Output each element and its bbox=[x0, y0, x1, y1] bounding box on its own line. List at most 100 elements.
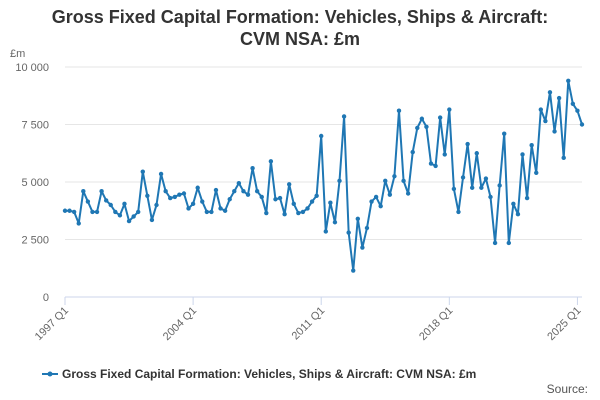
data-point[interactable] bbox=[323, 229, 328, 234]
data-point[interactable] bbox=[168, 195, 173, 201]
data-point[interactable] bbox=[419, 116, 425, 121]
data-point[interactable] bbox=[177, 192, 182, 197]
data-point[interactable] bbox=[373, 194, 379, 200]
data-point[interactable] bbox=[259, 194, 264, 200]
data-point[interactable] bbox=[200, 199, 205, 204]
data-point[interactable] bbox=[67, 208, 72, 213]
data-point[interactable] bbox=[236, 180, 242, 186]
data-point[interactable] bbox=[556, 95, 562, 101]
data-point[interactable] bbox=[190, 201, 196, 207]
data-point[interactable] bbox=[364, 225, 370, 231]
data-point[interactable] bbox=[534, 170, 539, 175]
data-point[interactable] bbox=[488, 194, 493, 200]
data-point[interactable] bbox=[401, 178, 406, 184]
data-point[interactable] bbox=[268, 159, 274, 164]
data-point[interactable] bbox=[241, 189, 246, 194]
data-point[interactable] bbox=[227, 197, 232, 202]
data-point[interactable] bbox=[158, 171, 164, 177]
data-point[interactable] bbox=[209, 209, 214, 215]
data-point[interactable] bbox=[405, 191, 411, 196]
data-point[interactable] bbox=[296, 210, 301, 216]
data-point[interactable] bbox=[149, 217, 155, 223]
data-point[interactable] bbox=[300, 209, 306, 215]
data-point[interactable] bbox=[392, 174, 397, 179]
data-point[interactable] bbox=[456, 209, 461, 215]
data-point[interactable] bbox=[483, 176, 489, 181]
data-point[interactable] bbox=[186, 206, 191, 211]
data-point[interactable] bbox=[94, 209, 100, 215]
data-point[interactable] bbox=[277, 195, 283, 201]
data-point[interactable] bbox=[204, 209, 210, 215]
data-point[interactable] bbox=[460, 175, 466, 180]
data-point[interactable] bbox=[451, 186, 457, 192]
data-point[interactable] bbox=[543, 118, 548, 124]
data-point[interactable] bbox=[273, 197, 278, 202]
data-point[interactable] bbox=[286, 182, 292, 187]
data-point[interactable] bbox=[245, 192, 251, 197]
data-point[interactable] bbox=[76, 221, 81, 226]
data-point[interactable] bbox=[465, 141, 470, 147]
data-point[interactable] bbox=[136, 209, 141, 215]
data-point[interactable] bbox=[433, 163, 438, 169]
data-point[interactable] bbox=[410, 149, 415, 155]
data-point[interactable] bbox=[122, 201, 127, 207]
data-point[interactable] bbox=[552, 129, 557, 134]
data-point[interactable] bbox=[502, 131, 507, 136]
data-point[interactable] bbox=[319, 133, 324, 139]
data-point[interactable] bbox=[254, 189, 260, 194]
data-point[interactable] bbox=[575, 108, 580, 113]
data-point[interactable] bbox=[479, 185, 484, 190]
data-point[interactable] bbox=[538, 107, 544, 112]
data-point[interactable] bbox=[337, 178, 342, 184]
data-point[interactable] bbox=[172, 194, 178, 200]
data-point[interactable] bbox=[309, 199, 315, 204]
data-point[interactable] bbox=[264, 210, 269, 216]
data-point[interactable] bbox=[341, 114, 347, 119]
data-point[interactable] bbox=[126, 218, 132, 224]
data-point[interactable] bbox=[305, 206, 310, 211]
data-point[interactable] bbox=[442, 152, 447, 157]
data-point[interactable] bbox=[346, 230, 351, 235]
legend-item-label[interactable]: Gross Fixed Capital Formation: Vehicles,… bbox=[62, 367, 476, 381]
data-point[interactable] bbox=[99, 189, 104, 194]
data-point[interactable] bbox=[547, 90, 553, 95]
data-point[interactable] bbox=[291, 201, 296, 207]
data-point[interactable] bbox=[113, 209, 118, 215]
data-point[interactable] bbox=[474, 151, 479, 156]
data-point[interactable] bbox=[163, 189, 168, 194]
data-point[interactable] bbox=[351, 268, 356, 273]
data-point[interactable] bbox=[378, 203, 383, 209]
data-point[interactable] bbox=[561, 155, 566, 161]
data-point[interactable] bbox=[332, 220, 338, 225]
data-point[interactable] bbox=[328, 200, 333, 205]
data-point[interactable] bbox=[469, 185, 475, 190]
data-point[interactable] bbox=[396, 108, 402, 113]
data-point[interactable] bbox=[437, 115, 443, 120]
data-point[interactable] bbox=[492, 240, 498, 246]
data-point[interactable] bbox=[506, 240, 511, 246]
data-point[interactable] bbox=[369, 199, 374, 204]
data-point[interactable] bbox=[62, 208, 68, 213]
data-point[interactable] bbox=[218, 206, 223, 211]
data-point[interactable] bbox=[360, 245, 365, 250]
data-point[interactable] bbox=[424, 124, 429, 129]
data-point[interactable] bbox=[497, 183, 502, 188]
data-point[interactable] bbox=[103, 198, 109, 203]
data-point[interactable] bbox=[282, 212, 287, 217]
data-point[interactable] bbox=[232, 189, 237, 194]
data-point[interactable] bbox=[511, 201, 516, 207]
data-point[interactable] bbox=[195, 185, 200, 190]
data-point[interactable] bbox=[85, 199, 91, 204]
data-point[interactable] bbox=[314, 193, 319, 198]
data-point[interactable] bbox=[250, 166, 255, 171]
data-point[interactable] bbox=[383, 178, 388, 184]
data-point[interactable] bbox=[140, 169, 145, 174]
data-point[interactable] bbox=[71, 209, 77, 215]
data-point[interactable] bbox=[131, 214, 136, 219]
data-point[interactable] bbox=[213, 187, 219, 193]
data-point[interactable] bbox=[524, 195, 530, 201]
data-point[interactable] bbox=[117, 213, 123, 218]
data-point[interactable] bbox=[222, 208, 228, 213]
data-point[interactable] bbox=[428, 161, 434, 166]
data-point[interactable] bbox=[90, 209, 95, 215]
